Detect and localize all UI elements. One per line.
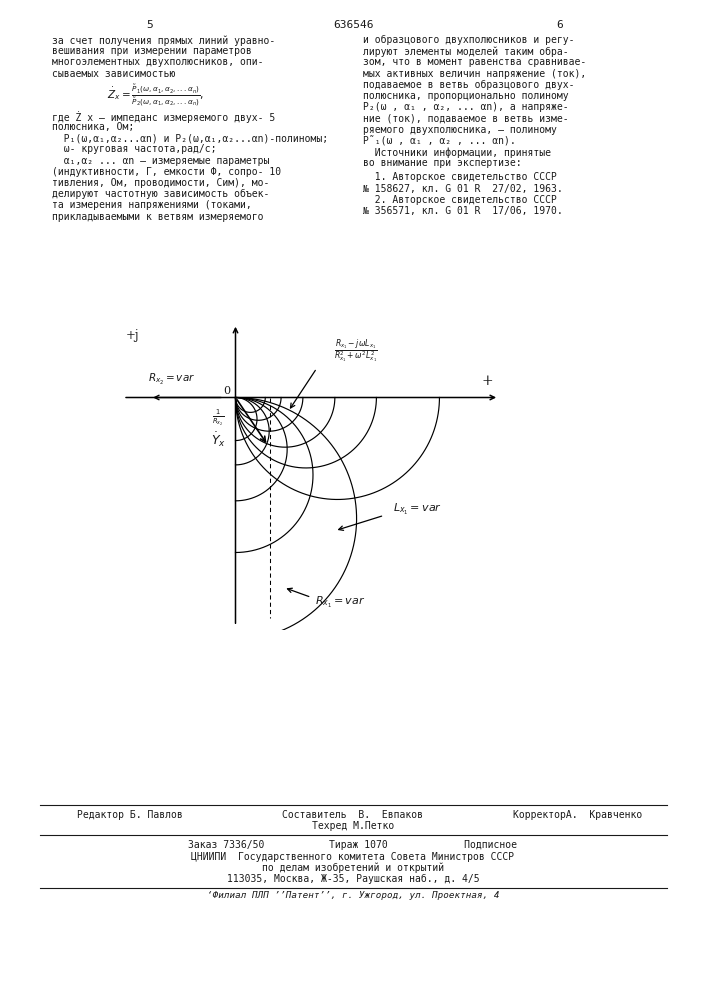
Text: 113035, Москва, Ж-35, Раушская наб., д. 4/5: 113035, Москва, Ж-35, Раушская наб., д. … (227, 874, 479, 884)
Text: за счет получения прямых линий уравно-: за счет получения прямых линий уравно- (52, 35, 275, 45)
Text: Составитель  В.  Евпаков: Составитель В. Евпаков (283, 810, 423, 820)
Text: Техред М.Петко: Техред М.Петко (312, 821, 394, 831)
Text: $R_{x_1}=var$: $R_{x_1}=var$ (315, 595, 366, 610)
Text: зом, что в момент равенства сравниваe-: зом, что в момент равенства сравниваe- (363, 57, 586, 67)
Text: ЦНИИПИ  Государственного комитета Совета Министров СССР: ЦНИИПИ Государственного комитета Совета … (192, 852, 515, 862)
Text: мых активных величин напряжение (ток),: мых активных величин напряжение (ток), (363, 69, 586, 79)
Text: ω- круговая частота,рад/с;: ω- круговая частота,рад/с; (52, 144, 216, 154)
Text: № 158627, кл. G 01 R  27/02, 1963.: № 158627, кл. G 01 R 27/02, 1963. (363, 184, 563, 194)
Text: $\dot{Z}_x = \frac{\tilde{P}_1(\omega,\alpha_1,\alpha_2,...\alpha_n)}{\tilde{P}_: $\dot{Z}_x = \frac{\tilde{P}_1(\omega,\a… (107, 83, 204, 109)
Text: P₂(ω , α₁ , α₂, ... αn), а напряже-: P₂(ω , α₁ , α₂, ... αn), а напряже- (363, 102, 568, 112)
Text: α₁,α₂ ... αn – измеряемые параметры: α₁,α₂ ... αn – измеряемые параметры (52, 156, 269, 166)
Text: $R_{x_2}=var$: $R_{x_2}=var$ (148, 372, 196, 387)
Text: ‘Филиал ПЛП ’’Патент’’, г. Ужгород, ул. Проектная, 4: ‘Филиал ПЛП ’’Патент’’, г. Ужгород, ул. … (206, 891, 499, 900)
Text: P₁(ω,α₁,α₂...αn) и P₂(ω,α₁,α₂...αn)-полиномы;: P₁(ω,α₁,α₂...αn) и P₂(ω,α₁,α₂...αn)-поли… (52, 133, 328, 143)
Text: во внимание при экспертизе:: во внимание при экспертизе: (363, 158, 522, 168)
Text: многоэлементных двухполюсников, опи-: многоэлементных двухполюсников, опи- (52, 57, 264, 67)
Text: +j: +j (125, 329, 139, 342)
Text: № 356571, кл. G 01 R  17/06, 1970.: № 356571, кл. G 01 R 17/06, 1970. (363, 206, 563, 216)
Text: КорректорА.  Кравченко: КорректорА. Кравченко (513, 810, 643, 820)
Text: где Ż x – импеданс измеряемого двух- 5: где Ż x – импеданс измеряемого двух- 5 (52, 111, 275, 123)
Text: ряемого двухполюсника, – полиному: ряемого двухполюсника, – полиному (363, 125, 557, 135)
Text: прикладываемыми к ветвям измеряемого: прикладываемыми к ветвям измеряемого (52, 212, 264, 222)
Text: тивления, Ом, проводимости, Сим), мо-: тивления, Ом, проводимости, Сим), мо- (52, 178, 269, 188)
Text: лируют элементы моделей таким обра-: лируют элементы моделей таким обра- (363, 46, 568, 57)
Text: +: + (481, 374, 493, 388)
Text: и образцового двухполюсников и регу-: и образцового двухполюсников и регу- (363, 35, 575, 45)
Text: Редактор Б. Павлов: Редактор Б. Павлов (77, 810, 183, 820)
Text: подаваемое в ветвь образцового двух-: подаваемое в ветвь образцового двух- (363, 80, 575, 90)
Text: 636546: 636546 (333, 20, 373, 30)
Text: Заказ 7336/50           Тираж 1070             Подписное: Заказ 7336/50 Тираж 1070 Подписное (189, 840, 518, 850)
Text: 1. Авторское свидетельство СССР: 1. Авторское свидетельство СССР (363, 172, 557, 182)
Text: 5: 5 (146, 20, 153, 30)
Text: полюсника, пропорционально полиному: полюсника, пропорционально полиному (363, 91, 568, 101)
Text: (индуктивности, Г, емкости Ф, сопро- 10: (индуктивности, Г, емкости Ф, сопро- 10 (52, 167, 281, 177)
Text: 0: 0 (223, 386, 230, 396)
Text: по делам изобретений и открытий: по делам изобретений и открытий (262, 863, 444, 873)
Text: 2. Авторское свидетельство СССР: 2. Авторское свидетельство СССР (363, 195, 557, 205)
Text: делируют частотную зависимость объек-: делируют частотную зависимость объек- (52, 189, 269, 199)
Text: Источники информации, принятые: Источники информации, принятые (363, 147, 551, 158)
Text: $\dot{Y}_x$: $\dot{Y}_x$ (211, 431, 226, 449)
Text: вешивания при измерении параметров: вешивания при измерении параметров (52, 46, 252, 56)
Text: P̃₁(ω , α₁ , α₂ , ... αn).: P̃₁(ω , α₁ , α₂ , ... αn). (363, 136, 515, 146)
Text: полюсника, Ом;: полюсника, Ом; (52, 122, 134, 132)
Text: сываемых зависимостью: сываемых зависимостью (52, 69, 175, 79)
Text: $L_{x_1}=var$: $L_{x_1}=var$ (393, 502, 442, 517)
Text: $\frac{1}{R_{x_2}}$: $\frac{1}{R_{x_2}}$ (212, 408, 225, 428)
Text: та измерения напряжениями (токами,: та измерения напряжениями (токами, (52, 200, 252, 210)
Text: 6: 6 (556, 20, 563, 30)
Text: ние (ток), подаваемое в ветвь изме-: ние (ток), подаваемое в ветвь изме- (363, 113, 568, 123)
Text: $\frac{R_{x_1}-j\omega L_{x_1}}{R^2_{x_1}+\omega^2 L^2_{x_1}}$: $\frac{R_{x_1}-j\omega L_{x_1}}{R^2_{x_1… (334, 337, 378, 365)
